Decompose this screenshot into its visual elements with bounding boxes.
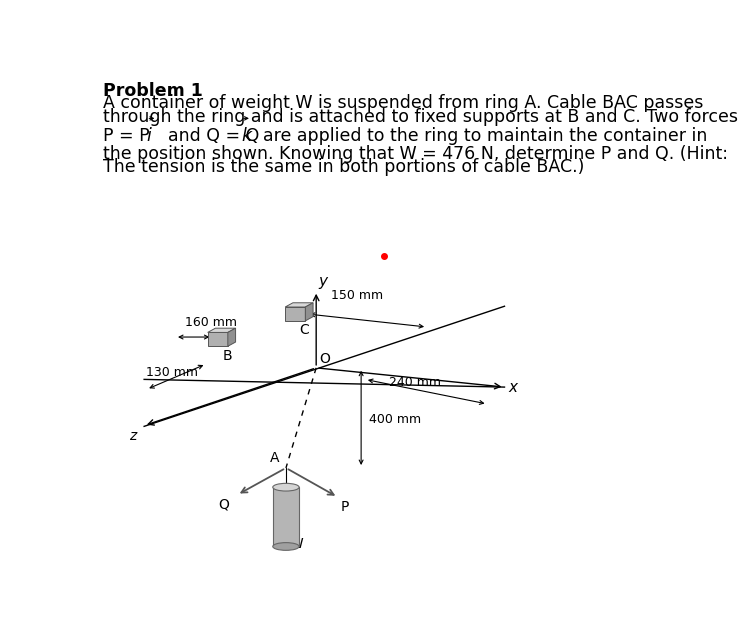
Text: and Q = Q: and Q = Q [158, 127, 260, 145]
Text: O: O [320, 352, 330, 366]
Text: P = P: P = P [103, 127, 155, 145]
Text: 400 mm: 400 mm [369, 413, 421, 426]
Text: A: A [270, 451, 280, 465]
Text: z: z [129, 429, 136, 443]
Text: 130 mm: 130 mm [146, 366, 199, 379]
Text: are applied to the ring to maintain the container in: are applied to the ring to maintain the … [252, 127, 707, 145]
Text: i: i [146, 127, 152, 145]
Text: the position shown. Knowing that W = 476 N, determine P and Q. (Hint:: the position shown. Knowing that W = 476… [103, 145, 728, 163]
Text: y: y [319, 274, 328, 289]
Polygon shape [208, 332, 228, 346]
Text: k: k [241, 127, 251, 145]
Text: Q: Q [218, 497, 229, 511]
Polygon shape [305, 303, 313, 321]
Text: 150 mm: 150 mm [332, 290, 383, 302]
Text: A container of weight W is suspended from ring A. Cable BAC passes: A container of weight W is suspended fro… [103, 95, 704, 112]
Text: P: P [340, 500, 349, 514]
Text: 160 mm: 160 mm [185, 317, 237, 329]
Text: 240 mm: 240 mm [389, 376, 441, 389]
Polygon shape [273, 487, 299, 547]
Text: Problem 1: Problem 1 [103, 82, 203, 100]
Text: The tension is the same in both portions of cable BAC.): The tension is the same in both portions… [103, 159, 584, 176]
Polygon shape [228, 328, 236, 346]
Polygon shape [285, 303, 313, 307]
Polygon shape [285, 307, 305, 321]
Text: x: x [509, 379, 518, 394]
Text: C: C [299, 323, 309, 337]
Ellipse shape [273, 542, 299, 551]
Polygon shape [208, 328, 236, 332]
Text: through the ring and is attached to fixed supports at B and C. Two forces: through the ring and is attached to fixe… [103, 108, 738, 125]
Ellipse shape [273, 483, 299, 491]
Text: B: B [223, 349, 232, 362]
Text: W: W [290, 537, 304, 551]
